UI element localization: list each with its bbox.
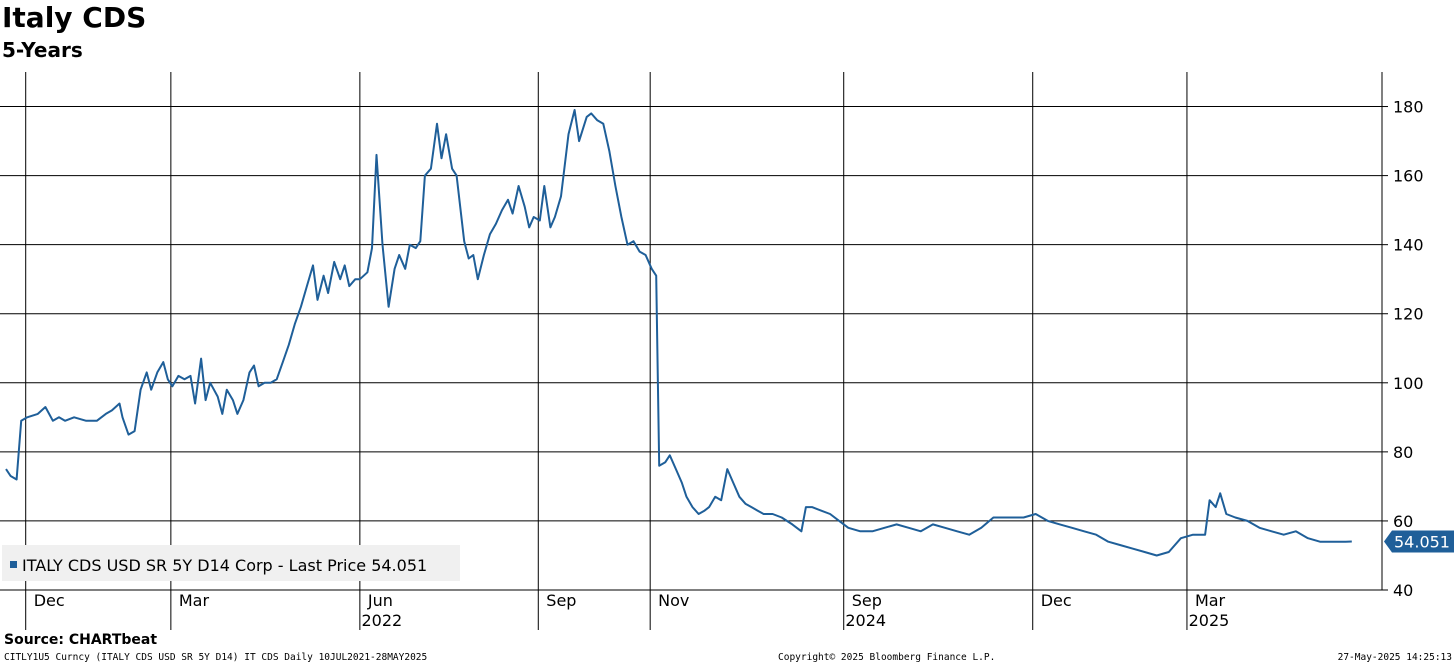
y-tick-label-60: 60	[1393, 512, 1413, 531]
x-year-label-0: 2022	[362, 611, 403, 630]
x-year-label-1: 2024	[845, 611, 886, 630]
legend-box	[2, 545, 460, 581]
last-value-badge	[1384, 530, 1454, 553]
y-tick-label-40: 40	[1393, 581, 1413, 600]
x-tick-label-3: Sep	[546, 591, 576, 610]
x-tick-label-1: Mar	[179, 591, 210, 610]
x-tick-label-0: Dec	[34, 591, 65, 610]
y-tick-label-80: 80	[1393, 443, 1413, 462]
chart-title: Italy CDS	[2, 1, 147, 34]
series-description: CITLY1U5 Curncy (ITALY CDS USD SR 5Y D14…	[4, 652, 428, 663]
chart-subtitle: 5-Years	[2, 38, 83, 62]
series-line-0	[5, 109, 1352, 557]
x-year-label-2: 2025	[1189, 611, 1230, 630]
x-tick-label-6: Dec	[1041, 591, 1072, 610]
x-tick-label-4: Nov	[658, 591, 689, 610]
legend-label: ITALY CDS USD SR 5Y D14 Corp - Last Pric…	[22, 556, 427, 575]
y-tick-label-120: 120	[1393, 305, 1424, 324]
x-tick-label-5: Sep	[852, 591, 882, 610]
source-label: Source: CHARTbeat	[4, 632, 158, 648]
legend-swatch	[10, 561, 17, 568]
x-tick-label-7: Mar	[1195, 591, 1226, 610]
y-tick-label-180: 180	[1393, 98, 1424, 117]
x-tick-label-2: Jun	[367, 591, 393, 610]
last-value-label: 54.051	[1394, 532, 1450, 551]
y-tick-label-160: 160	[1393, 167, 1424, 186]
y-tick-label-140: 140	[1393, 236, 1424, 255]
y-tick-label-100: 100	[1393, 374, 1424, 393]
copyright-label: Copyright© 2025 Bloomberg Finance L.P.	[778, 652, 996, 663]
timestamp-label: 27-May-2025 14:25:13	[1337, 652, 1452, 663]
